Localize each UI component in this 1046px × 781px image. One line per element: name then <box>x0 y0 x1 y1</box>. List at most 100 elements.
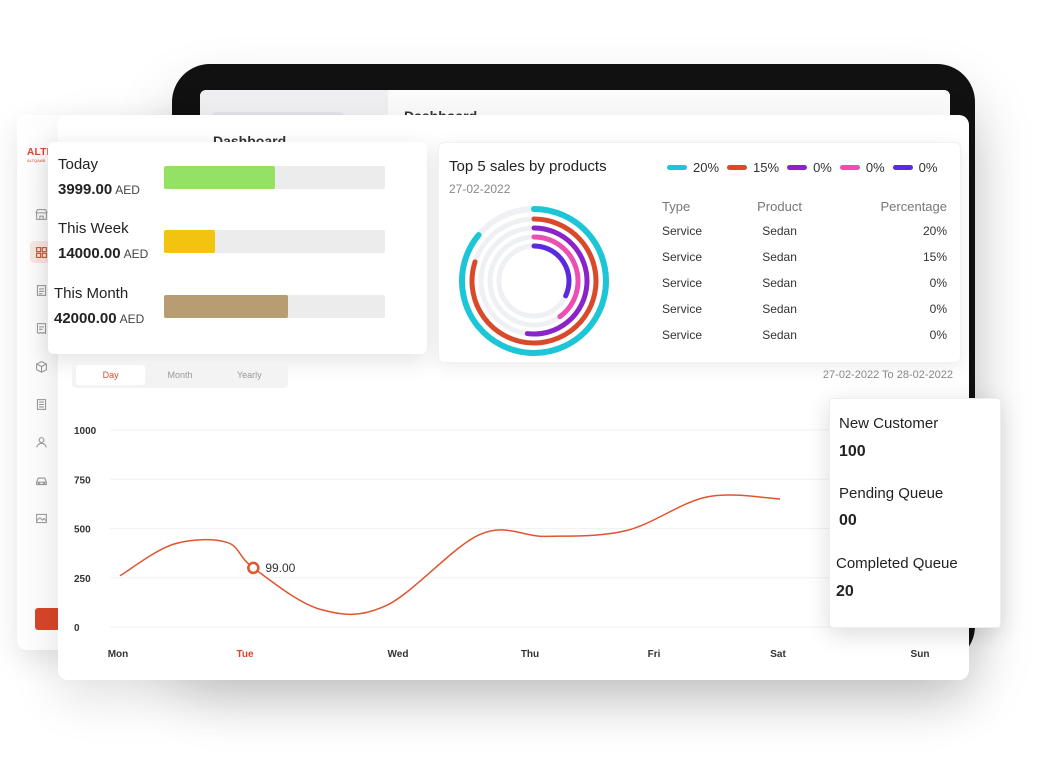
cell-product: Sedan <box>762 224 797 238</box>
cell-percentage: 15% <box>922 250 947 264</box>
radial-arc-series-4 <box>531 234 581 320</box>
invoice-icon[interactable] <box>30 317 52 339</box>
table-row: Service Sedan 20% <box>662 218 947 244</box>
stat-new-customer-label: New Customer <box>839 415 939 432</box>
cell-percentage: 0% <box>929 302 947 316</box>
y-tick-label: 750 <box>74 475 91 486</box>
revenue-amount: 14000.00 AED <box>58 245 148 262</box>
y-tick-label: 500 <box>74 525 91 536</box>
cell-product: Sedan <box>762 250 797 264</box>
car-icon[interactable] <box>30 469 52 491</box>
cell-type: Service <box>662 328 703 342</box>
stat-pending-queue-value: 00 <box>839 512 857 529</box>
revenue-amount: 3999.00 AED <box>58 181 140 198</box>
revenue-amount: 42000.00 AED <box>54 310 144 327</box>
revenue-row-today: Today 3999.00 AED <box>48 156 427 216</box>
radial-arc-series-1 <box>459 206 609 356</box>
legend-swatch <box>892 165 913 170</box>
brand-tagline: ALTQAAB <box>27 158 46 163</box>
revenue-label: This Week <box>58 220 129 237</box>
user-icon[interactable] <box>30 431 52 453</box>
data-point-marker <box>247 561 260 575</box>
cell-product: Sedan <box>762 276 797 290</box>
table-header-row: Type Product Percentage <box>662 194 947 218</box>
cell-percentage: 0% <box>929 276 947 290</box>
y-tick-label: 0 <box>74 623 80 634</box>
document-icon[interactable] <box>30 279 52 301</box>
legend-swatch <box>727 165 748 170</box>
brand-logo: ALTK <box>27 147 55 158</box>
radial-arc-series-5 <box>531 243 572 299</box>
x-tick-label: Wed <box>388 649 409 660</box>
legend-swatch <box>667 165 687 170</box>
table-row: Service Sedan 15% <box>662 244 947 270</box>
sales-radial-chart <box>459 206 609 356</box>
table-row: Service Sedan 0% <box>662 322 947 348</box>
radial-arc-series-3 <box>524 225 590 337</box>
legend-label: 0% <box>813 160 832 175</box>
revenue-amount-value: 3999.00 <box>58 181 113 198</box>
legend-swatch <box>839 165 860 170</box>
revenue-progress-fill <box>164 230 215 253</box>
cell-percentage: 20% <box>922 224 947 238</box>
legend-item: 0% <box>839 160 885 175</box>
column-percentage: Percentage <box>880 198 948 214</box>
cell-type: Service <box>662 250 703 264</box>
x-tick-label: Sat <box>770 649 786 660</box>
legend-item: 0% <box>787 160 832 175</box>
stat-pending-queue-label: Pending Queue <box>839 485 944 502</box>
sales-card: Top 5 sales by products 27-02-2022 20% 1… <box>438 142 961 363</box>
sales-line-chart: 0 250 500 750 1000 Mon Tue Wed Thu Fri Sat Sun 99.00 <box>74 426 960 660</box>
table-row: Service Sedan 0% <box>662 296 947 322</box>
stat-new-customer-value: 100 <box>839 443 866 460</box>
revenue-progress-track <box>164 230 385 253</box>
revenue-label: Today <box>58 156 99 173</box>
revenue-label: This Month <box>54 285 129 302</box>
x-tick-label: Thu <box>521 649 539 660</box>
list-icon[interactable] <box>30 393 52 415</box>
revenue-unit: AED <box>115 183 140 197</box>
revenue-progress-track <box>164 166 385 189</box>
legend-item: 0% <box>892 160 937 175</box>
cell-type: Service <box>662 302 703 316</box>
legend-label: 15% <box>753 160 780 175</box>
revenue-progress-fill <box>164 166 275 189</box>
stat-completed-queue-label: Completed Queue <box>836 555 958 572</box>
sales-legend: 20% 15% 0% 0% 0% <box>667 160 937 175</box>
tab-day[interactable]: Day <box>76 365 146 385</box>
table-row: Service Sedan 0% <box>662 270 947 296</box>
legend-item: 15% <box>727 160 779 175</box>
sales-table: Type Product Percentage Service Sedan 20% … <box>662 194 947 348</box>
cell-type: Service <box>662 224 703 238</box>
revenue-row-month: This Month 42000.00 AED <box>48 285 427 345</box>
revenue-row-week: This Week 14000.00 AED <box>48 220 427 280</box>
cell-product: Sedan <box>762 302 797 316</box>
radial-arc-series-2 <box>469 216 599 346</box>
sidebar-action-button[interactable] <box>35 608 63 630</box>
cell-type: Service <box>662 276 703 290</box>
x-tick-label: Fri <box>648 649 661 660</box>
revenue-card: Today 3999.00 AED This Week 14000.00 AED T… <box>48 142 427 354</box>
sales-date: 27-02-2022 <box>449 182 511 196</box>
image-icon[interactable] <box>30 507 52 529</box>
date-range-text: 27-02-2022 To 28-02-2022 <box>822 369 953 381</box>
data-point-label: 99.00 <box>265 561 295 575</box>
box-icon[interactable] <box>30 355 52 377</box>
range-tabs: Day Month Yearly <box>72 362 288 388</box>
tab-month[interactable]: Month <box>167 370 193 380</box>
tab-yearly[interactable]: Yearly <box>236 370 262 380</box>
revenue-unit: AED <box>123 247 149 261</box>
revenue-progress-track <box>164 295 385 318</box>
x-tick-label: Tue <box>236 649 253 660</box>
store-icon[interactable] <box>30 203 52 225</box>
legend-label: 20% <box>693 160 720 175</box>
revenue-amount-value: 42000.00 <box>54 310 117 327</box>
dashboard-icon[interactable] <box>30 241 52 263</box>
revenue-amount-value: 14000.00 <box>58 245 121 262</box>
y-tick-label: 250 <box>74 574 91 585</box>
column-type: Type <box>662 198 691 214</box>
cell-percentage: 0% <box>929 328 947 342</box>
stats-card: New Customer 100 Pending Queue 00 Comple… <box>829 398 1001 628</box>
revenue-unit: AED <box>119 312 145 326</box>
